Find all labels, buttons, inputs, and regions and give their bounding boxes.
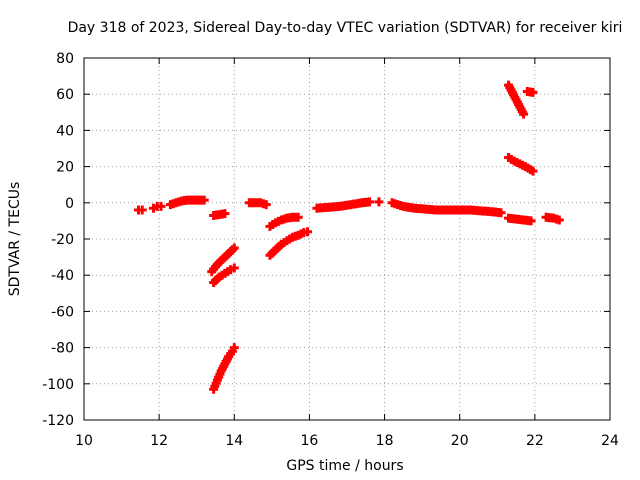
data-point bbox=[293, 212, 303, 222]
series-arc-18 bbox=[522, 86, 538, 97]
series-arc-7 bbox=[209, 343, 239, 394]
data-point bbox=[528, 87, 538, 97]
y-tick-label: 20 bbox=[56, 160, 74, 176]
x-tick-label: 12 bbox=[150, 433, 168, 449]
series-arc-16 bbox=[504, 153, 538, 176]
series-arc-9 bbox=[265, 212, 303, 231]
data-point bbox=[261, 200, 271, 210]
grid-lines bbox=[84, 58, 610, 420]
series-arc-3 bbox=[165, 195, 209, 210]
x-tick-label: 10 bbox=[75, 433, 93, 449]
data-point bbox=[137, 205, 147, 215]
data-point bbox=[374, 197, 384, 207]
x-axis-label: GPS time / hours bbox=[286, 458, 403, 474]
series-arc-8 bbox=[244, 198, 271, 210]
series-arc-2 bbox=[149, 201, 166, 213]
data-point bbox=[156, 201, 166, 211]
data-point bbox=[554, 215, 564, 225]
data-marks bbox=[133, 80, 564, 394]
series-arc-1 bbox=[133, 205, 147, 215]
data-point bbox=[303, 227, 313, 237]
series-arc-12 bbox=[374, 197, 384, 207]
y-tick-label: -60 bbox=[51, 304, 74, 320]
y-tick-label: -120 bbox=[42, 413, 74, 429]
axis-ticks: 10 12 14 16 18 20 22 24 -120 -100 -80 -60 -40 -20 0 20 4… bbox=[42, 51, 619, 449]
series-arc-5 bbox=[207, 243, 239, 277]
y-tick-label: -100 bbox=[42, 377, 74, 393]
data-point bbox=[229, 343, 239, 353]
data-point bbox=[199, 195, 209, 205]
x-tick-label: 22 bbox=[526, 433, 544, 449]
series-arc-17 bbox=[504, 80, 529, 119]
x-tick-label: 20 bbox=[451, 433, 469, 449]
y-tick-label: 40 bbox=[56, 123, 74, 139]
series-arc-4 bbox=[209, 209, 230, 220]
y-axis-label: SDTVAR / TECUs bbox=[7, 182, 23, 297]
chart-title: Day 318 of 2023, Sidereal Day-to-day VTE… bbox=[68, 20, 623, 36]
y-tick-label: -20 bbox=[51, 232, 74, 248]
y-tick-label: 80 bbox=[56, 51, 74, 67]
data-point bbox=[496, 208, 506, 218]
data-point bbox=[528, 166, 538, 176]
series-arc-13 bbox=[387, 198, 506, 218]
y-tick-label: 0 bbox=[65, 196, 74, 212]
data-point bbox=[229, 263, 239, 273]
data-point bbox=[220, 209, 230, 219]
x-tick-label: 16 bbox=[301, 433, 319, 449]
series-arc-15 bbox=[541, 212, 564, 225]
series-arc-6 bbox=[209, 263, 239, 287]
data-point bbox=[519, 109, 529, 119]
y-tick-label: -40 bbox=[51, 268, 74, 284]
series-arc-10 bbox=[265, 227, 313, 260]
data-point bbox=[526, 216, 536, 226]
data-point bbox=[365, 197, 375, 207]
x-tick-label: 24 bbox=[601, 433, 619, 449]
y-tick-label: -80 bbox=[51, 341, 74, 357]
plot-frame bbox=[83, 57, 611, 421]
data-point bbox=[229, 243, 239, 253]
series-arc-11 bbox=[312, 197, 375, 213]
x-tick-label: 14 bbox=[225, 433, 243, 449]
y-tick-label: 60 bbox=[56, 87, 74, 103]
series-arc-14 bbox=[504, 213, 536, 226]
x-tick-label: 18 bbox=[376, 433, 394, 449]
